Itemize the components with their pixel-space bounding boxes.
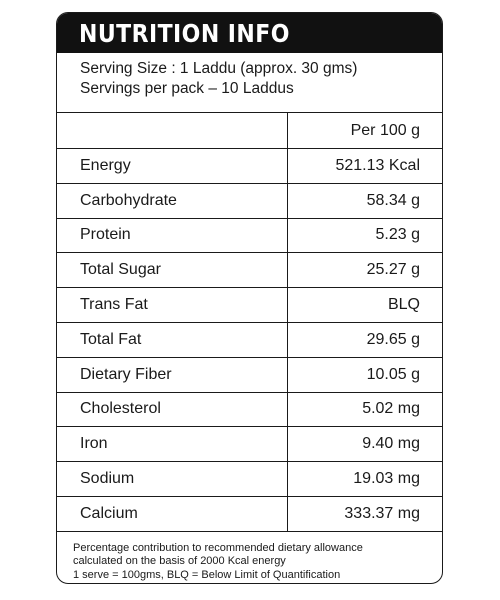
footnote-line: 1 serve = 100gms, BLQ = Below Limit of Q… — [73, 568, 341, 581]
table-row: Sodium 19.03 mg — [57, 461, 442, 497]
nutrient-name: Dietary Fiber — [57, 357, 288, 393]
table-row: Carbohydrate 58.34 g — [57, 183, 442, 219]
nutrient-name: Energy — [57, 148, 288, 184]
footnote-line: calculated on the basis of 2000 Kcal ene… — [73, 555, 286, 568]
nutrient-value: 521.13 Kcal — [287, 148, 442, 184]
table-row: Dietary Fiber 10.05 g — [57, 357, 442, 393]
nutrient-value: 10.05 g — [287, 357, 442, 393]
nutrient-value: 333.37 mg — [287, 496, 442, 532]
nutrient-value: 19.03 mg — [287, 461, 442, 497]
nutrient-name: Carbohydrate — [57, 183, 288, 219]
header-name-cell — [57, 113, 288, 149]
nutrient-table: Per 100 g Energy 521.13 Kcal Carbohydrat… — [57, 113, 442, 532]
table-row: Calcium 333.37 mg — [57, 496, 442, 532]
column-header: Per 100 g — [287, 113, 442, 149]
nutrient-value: 25.27 g — [287, 252, 442, 289]
nutrient-name: Cholesterol — [57, 392, 288, 428]
footnote-line: Percentage contribution to recommended d… — [73, 541, 363, 554]
table-row: Energy 521.13 Kcal — [57, 148, 442, 184]
nutrient-value: BLQ — [287, 287, 442, 323]
label-title: NUTRITION INFO — [79, 18, 290, 48]
nutrient-name: Calcium — [57, 496, 288, 532]
nutrient-value: 5.23 g — [287, 218, 442, 254]
nutrient-name: Trans Fat — [57, 287, 288, 323]
table-row: Protein 5.23 g — [57, 218, 442, 254]
table-row: Trans Fat BLQ — [57, 287, 442, 323]
nutrient-name: Sodium — [57, 461, 288, 497]
nutrition-label: NUTRITION INFO Serving Size : 1 Laddu (a… — [56, 12, 443, 584]
nutrient-name: Protein — [57, 218, 288, 254]
label-header: NUTRITION INFO — [57, 13, 442, 53]
serving-size: Serving Size : 1 Laddu (approx. 30 gms) — [80, 60, 358, 77]
table-row: Total Fat 29.65 g — [57, 322, 442, 358]
servings-per-pack: Servings per pack – 10 Laddus — [80, 80, 294, 97]
nutrient-value: 5.02 mg — [287, 392, 442, 428]
table-row: Iron 9.40 mg — [57, 426, 442, 463]
table-header-row: Per 100 g — [57, 113, 442, 149]
nutrient-name: Total Sugar — [57, 252, 288, 289]
nutrient-value: 58.34 g — [287, 183, 442, 219]
serving-info: Serving Size : 1 Laddu (approx. 30 gms) … — [57, 53, 442, 113]
table-row: Cholesterol 5.02 mg — [57, 392, 442, 428]
nutrient-name: Total Fat — [57, 322, 288, 358]
footnote: Percentage contribution to recommended d… — [57, 532, 442, 583]
nutrient-value: 29.65 g — [287, 322, 442, 358]
nutrient-value: 9.40 mg — [287, 426, 442, 463]
table-row: Total Sugar 25.27 g — [57, 252, 442, 289]
nutrient-name: Iron — [57, 426, 288, 463]
